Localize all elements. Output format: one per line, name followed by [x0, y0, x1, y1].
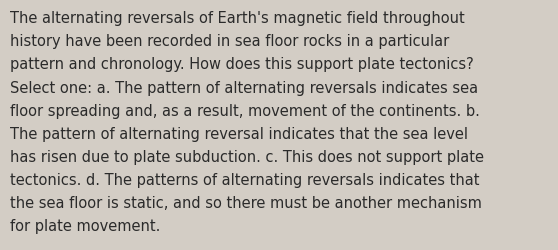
Text: floor spreading and, as a result, movement of the continents. b.: floor spreading and, as a result, moveme…: [10, 103, 480, 118]
Text: Select one: a. The pattern of alternating reversals indicates sea: Select one: a. The pattern of alternatin…: [10, 80, 478, 95]
Text: The pattern of alternating reversal indicates that the sea level: The pattern of alternating reversal indi…: [10, 126, 468, 141]
Text: history have been recorded in sea floor rocks in a particular: history have been recorded in sea floor …: [10, 34, 449, 49]
Text: the sea floor is static, and so there must be another mechanism: the sea floor is static, and so there mu…: [10, 195, 482, 210]
Text: for plate movement.: for plate movement.: [10, 218, 160, 233]
Text: pattern and chronology. How does this support plate tectonics?: pattern and chronology. How does this su…: [10, 57, 474, 72]
Text: The alternating reversals of Earth's magnetic field throughout: The alternating reversals of Earth's mag…: [10, 11, 465, 26]
Text: tectonics. d. The patterns of alternating reversals indicates that: tectonics. d. The patterns of alternatin…: [10, 172, 479, 187]
Text: has risen due to plate subduction. c. This does not support plate: has risen due to plate subduction. c. Th…: [10, 149, 484, 164]
